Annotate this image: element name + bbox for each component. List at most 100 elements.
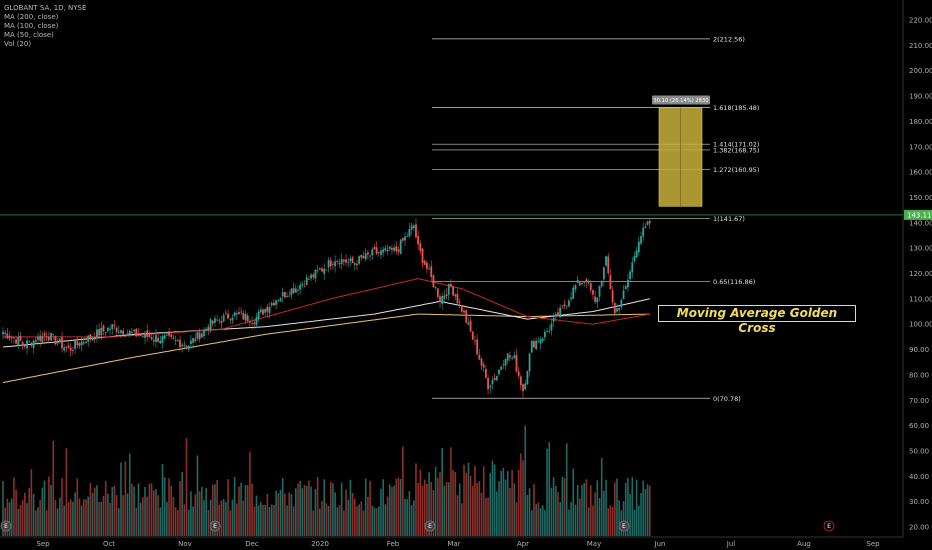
projection-box[interactable]: 30.10 (26.14%) 2830: [652, 95, 710, 207]
volume-bar: [8, 502, 11, 536]
volume-bar: [201, 486, 203, 536]
volume-bar: [102, 495, 105, 536]
volume-bar: [30, 469, 33, 536]
volume-bar: [128, 453, 131, 536]
candle-body: [500, 366, 503, 370]
volume-bar: [616, 478, 618, 536]
volume-bar: [456, 495, 459, 536]
volume-bar: [98, 501, 100, 536]
golden-cross-annotation[interactable]: Moving Average Golden Cross: [658, 305, 856, 335]
candle-body: [412, 225, 415, 229]
volume-bar: [207, 510, 210, 536]
legend-ma200[interactable]: MA (200, close): [4, 13, 59, 21]
candle-body: [8, 336, 11, 339]
candle-body: [456, 293, 459, 304]
volume-bar: [430, 481, 433, 536]
candle-body: [312, 274, 315, 278]
price-candles[interactable]: [2, 218, 651, 398]
candle-body: [432, 275, 435, 288]
volume-bar: [216, 480, 218, 536]
legend-ma50[interactable]: MA (50, close): [4, 31, 54, 39]
earnings-marker: [618, 520, 630, 532]
candle-body: [139, 335, 142, 337]
legend-volume[interactable]: Vol (20): [4, 40, 32, 48]
candle-body: [80, 341, 83, 346]
candle-body: [292, 288, 295, 293]
candle-body: [159, 340, 162, 344]
fibonacci-levels[interactable]: 2(212.56) 1.618(185.48) 1.414(171.02)1.382…: [0, 35, 903, 403]
volume-bar: [399, 478, 402, 536]
volume-bar: [135, 507, 138, 536]
candle-body: [487, 377, 489, 390]
candle-body: [345, 259, 347, 263]
volume-bar: [603, 490, 605, 536]
x-tick-label: Oct: [103, 540, 115, 548]
candle-body: [106, 327, 109, 331]
y-tick-label: 30.00: [909, 498, 929, 506]
time-axis[interactable]: Sep Oct Nov Dec 2020 Feb Mar Apr May Jun Jul Aug Sep…: [0, 520, 903, 548]
volume-bar: [76, 478, 79, 536]
price-axis[interactable]: 220.00 210.00 200.00 190.00 180.00 170.00 160.…: [902, 0, 932, 537]
volume-bar: [39, 500, 41, 536]
volume-bar: [159, 507, 162, 536]
x-tick-label: Apr: [517, 540, 529, 548]
candle-body: [509, 355, 511, 358]
y-tick-label: 210.00: [909, 42, 932, 50]
volume-bar: [332, 483, 334, 536]
volume-bar: [249, 452, 251, 536]
candle-body: [120, 330, 122, 333]
candle-body: [163, 335, 166, 339]
candle-body: [113, 325, 116, 326]
candle-body: [408, 229, 411, 237]
volume-bar: [50, 484, 52, 536]
volume-bar: [605, 479, 607, 536]
fib-level-label: 2(212.56): [713, 35, 745, 43]
volume-bar: [229, 510, 232, 536]
volume-bar: [568, 509, 570, 536]
candle-body: [366, 252, 369, 255]
candle-body: [301, 283, 304, 286]
volume-bar: [579, 498, 581, 536]
volume-bar: [546, 448, 548, 536]
candle-body: [305, 277, 308, 286]
candle-body: [428, 268, 430, 270]
symbol-title[interactable]: GLOBANT SA, 1D, NYSE: [4, 4, 87, 12]
candle-body: [222, 315, 225, 322]
volume-bar: [48, 476, 50, 536]
volume-bar: [198, 491, 201, 536]
volume-bar: [541, 505, 544, 536]
candle-body: [104, 332, 107, 334]
volume-bar: [172, 497, 175, 536]
candle-body: [349, 258, 352, 261]
volume-bar: [465, 472, 468, 536]
candle-body: [6, 333, 9, 339]
candle-body: [434, 286, 437, 288]
x-tick-label: Nov: [178, 540, 192, 548]
volume-bar: [395, 478, 398, 536]
candle-body: [589, 283, 592, 291]
candle-body: [351, 257, 354, 264]
volume-bar: [203, 500, 205, 536]
legend-ma100[interactable]: MA (100, close): [4, 22, 59, 30]
volume-bar: [120, 462, 122, 536]
candle-body: [327, 259, 330, 268]
volume-bar: [417, 483, 419, 536]
volume-bar: [174, 507, 177, 536]
volume-bar: [452, 469, 454, 536]
candle-body: [179, 339, 181, 348]
volume-bar: [506, 471, 509, 536]
volume-bar: [594, 492, 596, 536]
x-tick-label: Jul: [726, 540, 736, 548]
candle-body: [262, 309, 264, 315]
candle-body: [526, 371, 529, 385]
volume-bar: [432, 490, 435, 536]
candle-body: [445, 294, 448, 297]
volume-bar: [467, 462, 470, 536]
volume-bar: [371, 505, 374, 536]
volume-bar: [292, 506, 295, 536]
volume-bar: [61, 478, 63, 536]
candle-body: [190, 340, 192, 345]
volume-bar: [535, 504, 537, 536]
x-tick-label: Dec: [245, 540, 259, 548]
